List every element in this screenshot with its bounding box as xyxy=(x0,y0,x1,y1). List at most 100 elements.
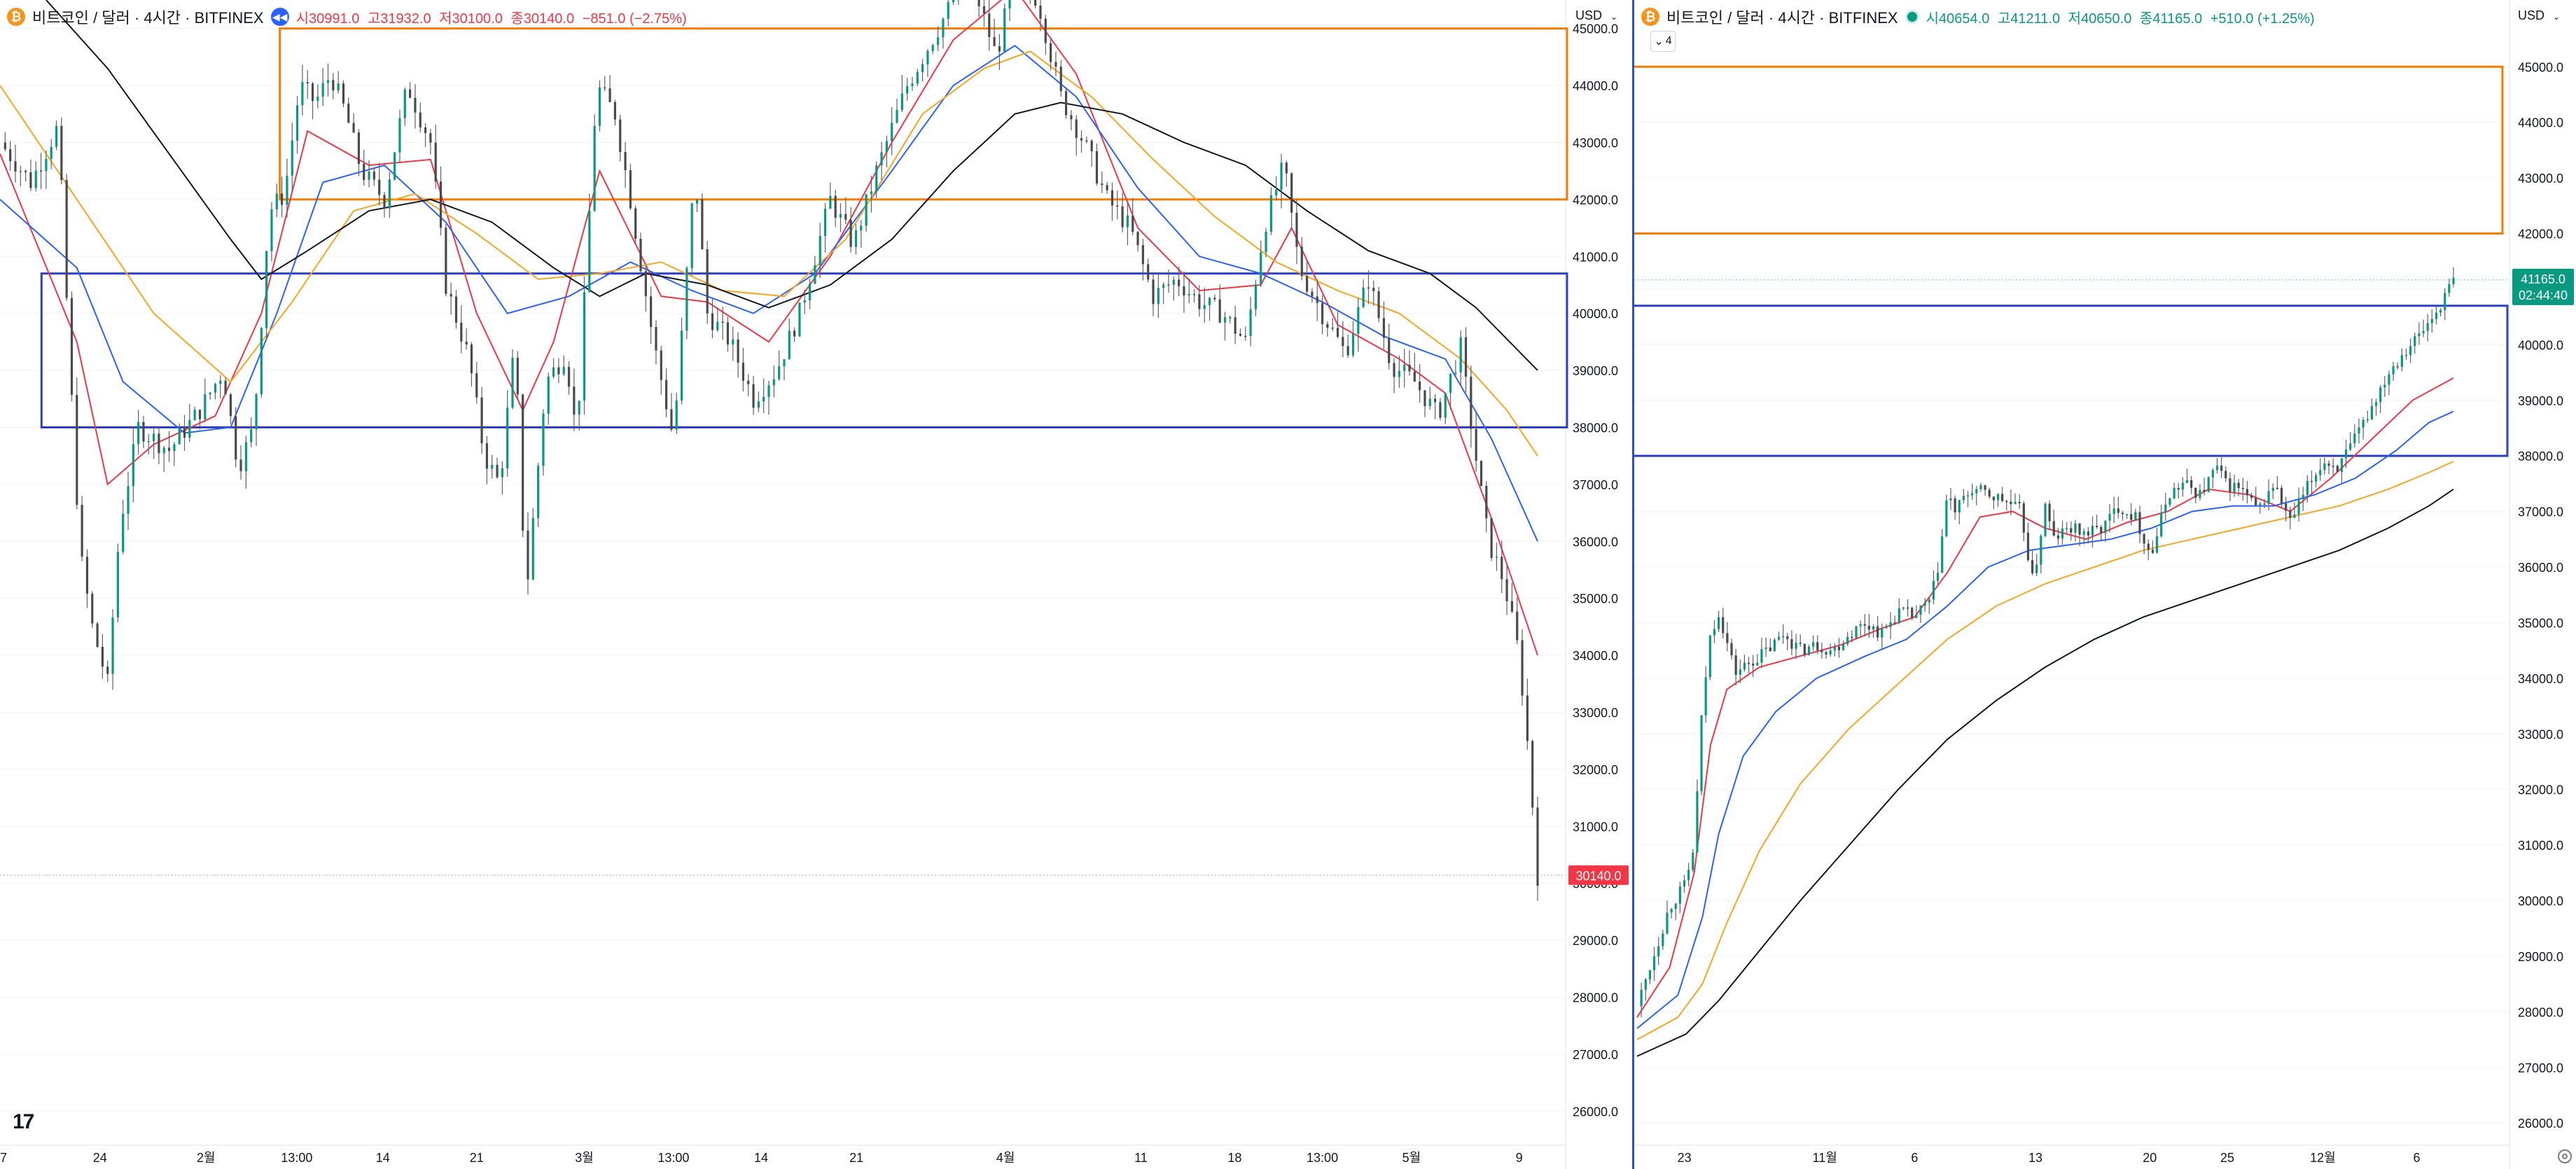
candle-body xyxy=(2044,503,2047,536)
y-tick-label: 36000.0 xyxy=(1573,535,1618,549)
gear-icon[interactable] xyxy=(2558,1149,2572,1163)
candle-body xyxy=(1867,625,1870,630)
x-tick-label: 9 xyxy=(1516,1151,1523,1165)
candle-body xyxy=(1050,43,1052,62)
y-tick-label: 28000.0 xyxy=(2518,1005,2563,1019)
chart-pane-right[interactable]: 26000.0 27000.0 28000.0 29000.0 30000.0 31000… xyxy=(1632,0,2576,1169)
market-open-icon xyxy=(1905,10,1919,24)
candle-body xyxy=(2155,536,2159,553)
bitcoin-icon: ₿ xyxy=(1641,8,1659,26)
x-tick-label: 25 xyxy=(2220,1151,2234,1165)
candle-body xyxy=(516,358,519,395)
candle-body xyxy=(547,377,550,414)
tradingview-logo[interactable]: 17 xyxy=(13,1110,34,1133)
symbol-label[interactable]: 비트코인 / 달러 · 4시간 · BITFINEX xyxy=(1666,9,1898,27)
candle-body xyxy=(2392,366,2395,374)
y-tick-label: 45000.0 xyxy=(1573,22,1618,36)
chart-pane-left[interactable]: 26000.027000.028000.029000.030000.031000… xyxy=(0,0,1632,1169)
legend-collapse-button[interactable]: ⌄ 4 xyxy=(1650,31,1676,52)
candle-body xyxy=(1121,206,1124,227)
candle-body xyxy=(209,392,211,395)
candle-body xyxy=(1687,869,1690,881)
candle-body xyxy=(2207,477,2210,492)
candle-body xyxy=(1812,642,1815,647)
candle-body xyxy=(1898,608,1900,623)
candle-body xyxy=(178,428,181,444)
candle-body xyxy=(2173,488,2175,499)
candle-body xyxy=(706,248,709,314)
candle-body xyxy=(1408,365,1411,372)
candle-body xyxy=(763,397,765,402)
candle-body xyxy=(870,191,872,195)
candle-body xyxy=(1726,633,1729,643)
candle-body xyxy=(1510,601,1513,612)
currency-selector-left[interactable]: USD ⌄ xyxy=(1575,8,1617,23)
candle-body xyxy=(485,443,488,469)
candle-body xyxy=(1756,662,1759,666)
candle-body xyxy=(291,140,293,176)
candle-body xyxy=(429,133,432,143)
candle-body xyxy=(1188,293,1190,296)
candle-body xyxy=(629,170,632,209)
candle-body xyxy=(2344,449,2348,458)
candle-body xyxy=(321,83,324,97)
candle-body xyxy=(214,384,217,393)
candle-body xyxy=(111,617,114,674)
candle-body xyxy=(2018,502,2021,504)
candle-body xyxy=(419,112,422,127)
currency-selector-right[interactable]: USD ⌄ xyxy=(2518,8,2560,23)
last-price-tag-label: 30140.0 xyxy=(1575,869,1621,883)
candle-body xyxy=(844,214,847,220)
candle-body xyxy=(839,214,842,218)
candle-body xyxy=(2452,277,2455,284)
candle-body xyxy=(373,172,375,180)
candle-body xyxy=(608,88,611,102)
candle-body xyxy=(1147,264,1150,280)
candle-body xyxy=(2035,564,2038,573)
candle-body xyxy=(1640,989,1643,1007)
candle-body xyxy=(2147,543,2150,550)
candle-body xyxy=(1116,205,1119,207)
candle-body xyxy=(2323,463,2326,470)
moving-average-line xyxy=(1636,461,2454,1040)
chart-canvas-right[interactable]: 26000.0 27000.0 28000.0 29000.0 30000.0 31000… xyxy=(1634,0,2576,1169)
candle-body xyxy=(896,110,898,123)
chart-canvas-left[interactable]: 26000.027000.028000.029000.030000.031000… xyxy=(0,0,1632,1169)
candle-body xyxy=(1265,232,1267,253)
candle-body xyxy=(1275,190,1278,196)
y-tick-label: 27000.0 xyxy=(1573,1048,1618,1062)
candle-body xyxy=(711,313,714,330)
candle-body xyxy=(229,394,232,416)
candle-body xyxy=(1837,646,1841,650)
candle-body xyxy=(1692,853,1694,870)
candle-body xyxy=(60,125,63,181)
candle-body xyxy=(316,97,319,102)
candle-body xyxy=(2414,336,2416,346)
candle-body xyxy=(2418,333,2421,337)
high-label: 고 xyxy=(1997,10,2011,27)
candle-body xyxy=(414,97,417,113)
symbol-label[interactable]: 비트코인 / 달러 · 4시간 · BITFINEX xyxy=(32,9,264,27)
close-label: 종 xyxy=(2139,10,2153,27)
candle-body xyxy=(1351,333,1355,356)
candle-body xyxy=(1223,317,1227,323)
candle-body xyxy=(650,296,653,328)
candle-body xyxy=(235,416,237,460)
candle-body xyxy=(1367,287,1370,289)
candle-body xyxy=(695,199,699,204)
candle-body xyxy=(295,105,299,141)
candle-body xyxy=(865,194,868,226)
candle-body xyxy=(1208,298,1211,305)
candle-body xyxy=(1372,288,1375,291)
y-tick-label: 40000.0 xyxy=(2518,338,2563,352)
candle-body xyxy=(1936,573,1940,581)
candle-body xyxy=(829,195,832,209)
candle-body xyxy=(1803,643,1806,655)
candle-body xyxy=(2396,366,2399,368)
replay-icon[interactable]: ◀◀ xyxy=(270,8,289,26)
candle-body xyxy=(501,468,503,477)
candle-body xyxy=(2026,532,2030,561)
candle-body xyxy=(1260,252,1262,285)
candle-body xyxy=(1132,215,1134,232)
open-value: 40654.0 xyxy=(1939,10,1990,27)
